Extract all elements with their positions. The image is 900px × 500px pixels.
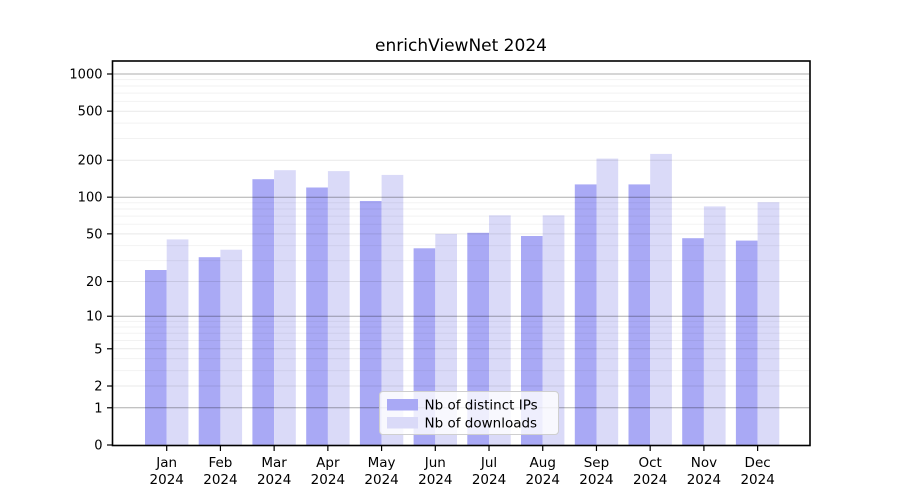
y-axis: 0 1 2 5 10 20 50 100 200 500 1000 bbox=[69, 68, 113, 454]
x-label-year-jul: 2024 bbox=[472, 472, 506, 488]
y-tick-label-5: 5 bbox=[94, 342, 102, 357]
legend-swatch-distinct-ips bbox=[387, 399, 418, 411]
chart-title: enrichViewNet 2024 bbox=[375, 36, 547, 56]
bar-distinct-ips-oct bbox=[628, 184, 651, 445]
bar-downloads-apr bbox=[327, 171, 350, 445]
bar-downloads-mar bbox=[274, 170, 296, 445]
y-tick-label-100: 100 bbox=[78, 191, 103, 206]
x-label-year-mar: 2024 bbox=[257, 472, 291, 488]
x-label-month-feb: Feb bbox=[208, 455, 232, 471]
bar-distinct-ips-apr bbox=[306, 187, 328, 445]
x-label-month-apr: Apr bbox=[316, 455, 340, 471]
x-label-month-may: May bbox=[368, 455, 396, 471]
series-downloads bbox=[166, 153, 780, 445]
y-tick-label-1: 1 bbox=[94, 401, 102, 416]
y-tick-label-0: 0 bbox=[94, 439, 102, 454]
legend-box bbox=[379, 391, 559, 435]
y-tick-label-500: 500 bbox=[78, 105, 103, 120]
bar-downloads-nov bbox=[703, 206, 726, 445]
x-label-month-aug: Aug bbox=[530, 455, 556, 471]
gridlines-group bbox=[113, 73, 810, 409]
x-label-month-nov: Nov bbox=[691, 455, 717, 471]
legend-label-downloads: Nb of downloads bbox=[425, 416, 538, 432]
x-label-year-feb: 2024 bbox=[203, 472, 237, 488]
bar-distinct-ips-sep bbox=[574, 184, 597, 445]
bar-downloads-dec bbox=[757, 202, 780, 445]
x-label-month-dec: Dec bbox=[745, 455, 771, 471]
y-tick-label-200: 200 bbox=[78, 154, 103, 169]
bar-distinct-ips-mar bbox=[252, 179, 275, 445]
legend: Nb of distinct IPs Nb of downloads bbox=[379, 391, 559, 435]
legend-swatch-downloads bbox=[387, 417, 418, 429]
bar-distinct-ips-may bbox=[359, 201, 382, 445]
bar-downloads-jan bbox=[166, 239, 189, 445]
x-label-year-dec: 2024 bbox=[740, 472, 774, 488]
bar-downloads-aug bbox=[542, 215, 565, 445]
bar-distinct-ips-jan bbox=[145, 270, 167, 445]
y-tick-label-10: 10 bbox=[86, 310, 103, 325]
y-tick-label-20: 20 bbox=[86, 275, 103, 290]
x-label-year-sep: 2024 bbox=[579, 472, 613, 488]
x-label-year-jun: 2024 bbox=[418, 472, 452, 488]
bar-downloads-feb bbox=[220, 249, 243, 445]
legend-label-distinct-ips: Nb of distinct IPs bbox=[425, 398, 538, 414]
y-tick-label-50: 50 bbox=[86, 227, 103, 242]
x-label-year-oct: 2024 bbox=[633, 472, 667, 488]
x-label-year-may: 2024 bbox=[364, 472, 398, 488]
x-label-year-apr: 2024 bbox=[311, 472, 345, 488]
bar-downloads-sep bbox=[596, 158, 619, 445]
x-label-month-mar: Mar bbox=[261, 455, 287, 471]
x-label-year-jan: 2024 bbox=[150, 472, 184, 488]
x-label-year-nov: 2024 bbox=[687, 472, 721, 488]
bar-downloads-may bbox=[381, 174, 404, 445]
bar-downloads-oct bbox=[650, 153, 672, 445]
x-label-month-jul: Jul bbox=[480, 455, 497, 471]
bar-distinct-ips-feb bbox=[198, 257, 221, 445]
y-tick-label-2: 2 bbox=[94, 380, 102, 395]
x-label-month-oct: Oct bbox=[639, 455, 662, 471]
bar-distinct-ips-nov bbox=[682, 238, 704, 445]
x-axis: Jan2024Feb2024Mar2024Apr2024May2024Jun20… bbox=[150, 445, 775, 488]
bar-distinct-ips-dec bbox=[735, 240, 758, 445]
plot-border bbox=[111, 60, 811, 447]
bar-downloads-jul bbox=[489, 215, 511, 445]
x-label-year-aug: 2024 bbox=[526, 472, 560, 488]
x-label-month-jun: Jun bbox=[424, 455, 446, 471]
y-tick-label-1000: 1000 bbox=[69, 68, 102, 83]
x-label-month-sep: Sep bbox=[584, 455, 609, 471]
x-label-month-jan: Jan bbox=[155, 455, 177, 471]
